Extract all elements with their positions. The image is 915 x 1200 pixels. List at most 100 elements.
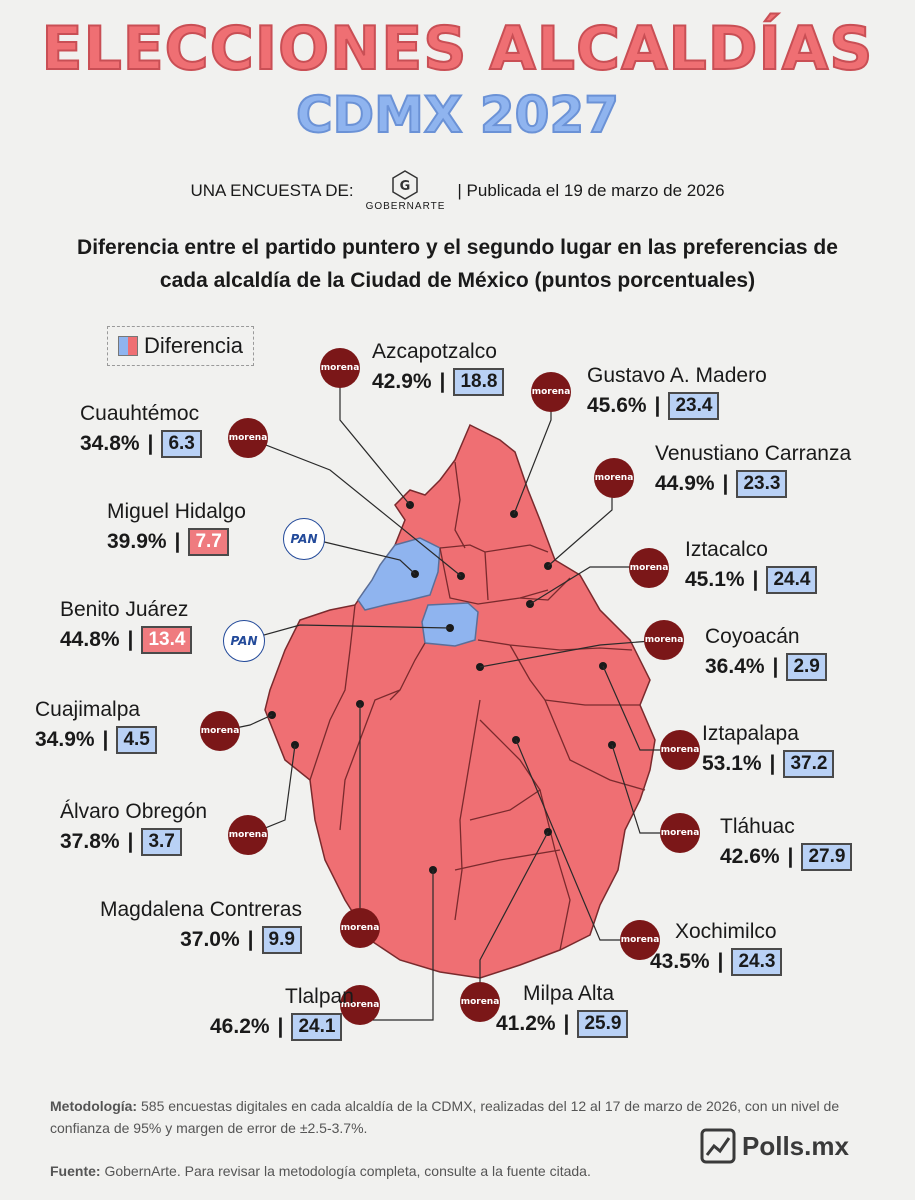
alcaldia-name: Benito Juárez	[60, 598, 189, 621]
brand-name: Polls.mx	[742, 1130, 849, 1161]
leader-pct: 37.8%	[60, 830, 120, 853]
diff-box: 37.2	[783, 750, 835, 778]
leader-pct: 39.9%	[107, 530, 167, 553]
diff-box: 6.3	[161, 430, 202, 458]
leader-pct: 45.1%	[685, 568, 745, 591]
methodology: Metodología: 585 encuestas digitales en …	[50, 1096, 880, 1139]
pan-badge-icon: PAN	[223, 620, 265, 662]
alcaldia-name: Álvaro Obregón	[60, 800, 208, 823]
alcaldia-name: Cuauhtémoc	[80, 402, 200, 425]
map-miguel-hidalgo	[357, 537, 441, 611]
byline: UNA ENCUESTA DE: G GOBERNARTE | Publicad…	[0, 170, 915, 212]
alcaldia-name: Tlalpan	[285, 985, 354, 1008]
leader-lines	[220, 387, 665, 1021]
diff-box: 4.5	[116, 726, 157, 754]
leader-pct: 34.8%	[80, 432, 140, 455]
leader-pct: 46.2%	[210, 1015, 270, 1038]
alcaldia-magdalena-contreras: Magdalena Contreras 37.0% | 9.9	[100, 898, 302, 954]
alcaldia-cuajimalpa: Cuajimalpa 34.9% | 4.5	[35, 698, 157, 754]
alcaldia-name: Cuajimalpa	[35, 698, 141, 721]
alcaldia-name: Iztapalapa	[702, 722, 799, 745]
morena-badge-icon: morena	[531, 372, 571, 412]
alcaldia-coyoacan: Coyoacán 36.4% | 2.9	[705, 625, 827, 681]
morena-badge-icon: morena	[594, 458, 634, 498]
morena-badge-icon: morena	[644, 620, 684, 660]
alcaldia-xochimilco: Xochimilco 43.5% | 24.3	[650, 920, 783, 976]
leader-pct: 34.9%	[35, 728, 95, 751]
diff-box: 27.9	[801, 843, 853, 871]
morena-badge-icon: morena	[340, 985, 380, 1025]
diff-box: 3.7	[141, 828, 182, 856]
gobernarte-logo-text: GOBERNARTE	[365, 201, 446, 212]
alcaldia-iztapalapa: Iztapalapa 53.1% | 37.2	[702, 722, 835, 778]
alcaldia-azcapotzalco: Azcapotzalco 42.9% | 18.8	[372, 340, 505, 396]
published-date: | Publicada el 19 de marzo de 2026	[457, 181, 725, 200]
alcaldia-name: Coyoacán	[705, 625, 800, 648]
leader-pct: 44.9%	[655, 472, 715, 495]
alcaldia-name: Gustavo A. Madero	[587, 364, 767, 387]
diff-box: 18.8	[453, 368, 505, 396]
leader-pct: 44.8%	[60, 628, 120, 651]
alcaldia-name: Venustiano Carranza	[655, 442, 852, 465]
morena-badge-icon: morena	[228, 418, 268, 458]
source: Fuente: GobernArte. Para revisar la meto…	[50, 1163, 670, 1179]
leader-pct: 42.6%	[720, 845, 780, 868]
alcaldia-name: Iztacalco	[685, 538, 768, 561]
byline-prefix: UNA ENCUESTA DE:	[190, 181, 354, 200]
alcaldia-cuauhtemoc: Cuauhtémoc 34.8% | 6.3	[80, 402, 202, 458]
diff-box: 13.4	[141, 626, 193, 654]
pan-badge-icon: PAN	[283, 518, 325, 560]
alcaldia-milpa-alta: Milpa Alta 41.2% | 25.9	[496, 982, 629, 1038]
alcaldia-tlalpan: Tlalpan 46.2% | 24.1	[210, 985, 354, 1041]
alcaldia-name: Magdalena Contreras	[100, 898, 302, 921]
svg-text:G: G	[400, 179, 411, 194]
leader-pct: 45.6%	[587, 394, 647, 417]
diff-box: 2.9	[786, 653, 827, 681]
morena-badge-icon: morena	[620, 920, 660, 960]
morena-badge-icon: morena	[660, 813, 700, 853]
methodology-label: Metodología:	[50, 1098, 138, 1114]
morena-badge-icon: morena	[629, 548, 669, 588]
gobernarte-logo: G GOBERNARTE	[366, 170, 446, 212]
morena-badge-icon: morena	[460, 982, 500, 1022]
diff-box: 24.1	[291, 1013, 343, 1041]
chart-subtitle: Diferencia entre el partido puntero y el…	[77, 236, 838, 292]
diff-box: 24.4	[766, 566, 818, 594]
alcaldia-name: Milpa Alta	[523, 982, 615, 1005]
leader-pct: 43.5%	[650, 950, 710, 973]
leader-pct: 37.0%	[180, 928, 240, 951]
alcaldia-name: Azcapotzalco	[372, 340, 497, 363]
leader-pct: 53.1%	[702, 752, 762, 775]
main-title: ELECCIONES ALCALDÍAS	[40, 13, 874, 85]
leader-pct: 36.4%	[705, 655, 765, 678]
map-territory	[264, 423, 656, 979]
alcaldia-name: Miguel Hidalgo	[107, 500, 246, 523]
alcaldia-tlahuac: Tláhuac 42.6% | 27.9	[720, 815, 853, 871]
alcaldia-name: Xochimilco	[675, 920, 777, 943]
morena-badge-icon: morena	[200, 711, 240, 751]
legend-swatch	[118, 336, 138, 356]
morena-badge-icon: morena	[340, 908, 380, 948]
legend-label: Diferencia	[144, 333, 244, 358]
diff-box: 24.3	[731, 948, 783, 976]
leader-pct: 41.2%	[496, 1012, 556, 1035]
diff-box: 9.9	[261, 926, 302, 954]
gobernarte-icon: G	[392, 170, 419, 200]
diff-box: 23.4	[668, 392, 720, 420]
alcaldia-alvaro-obregon: Álvaro Obregón 37.8% | 3.7	[60, 800, 207, 856]
source-label: Fuente:	[50, 1163, 101, 1179]
legend: Diferencia	[107, 326, 254, 366]
alcaldia-miguel-hidalgo: Miguel Hidalgo 39.9% | 7.7	[107, 500, 246, 556]
polls-mx-logo: Polls.mx	[700, 1128, 849, 1164]
source-text: GobernArte. Para revisar la metodología …	[104, 1163, 591, 1179]
main-subtitle-year: CDMX 2027	[295, 85, 620, 145]
leader-pct: 42.9%	[372, 370, 432, 393]
diff-box: 23.3	[736, 470, 788, 498]
methodology-text: 585 encuestas digitales en cada alcaldía…	[50, 1098, 840, 1136]
diff-box: 25.9	[577, 1010, 629, 1038]
morena-badge-icon: morena	[320, 348, 360, 388]
morena-badge-icon: morena	[228, 815, 268, 855]
alcaldia-iztacalco: Iztacalco 45.1% | 24.4	[685, 538, 818, 594]
diff-box: 7.7	[188, 528, 229, 556]
